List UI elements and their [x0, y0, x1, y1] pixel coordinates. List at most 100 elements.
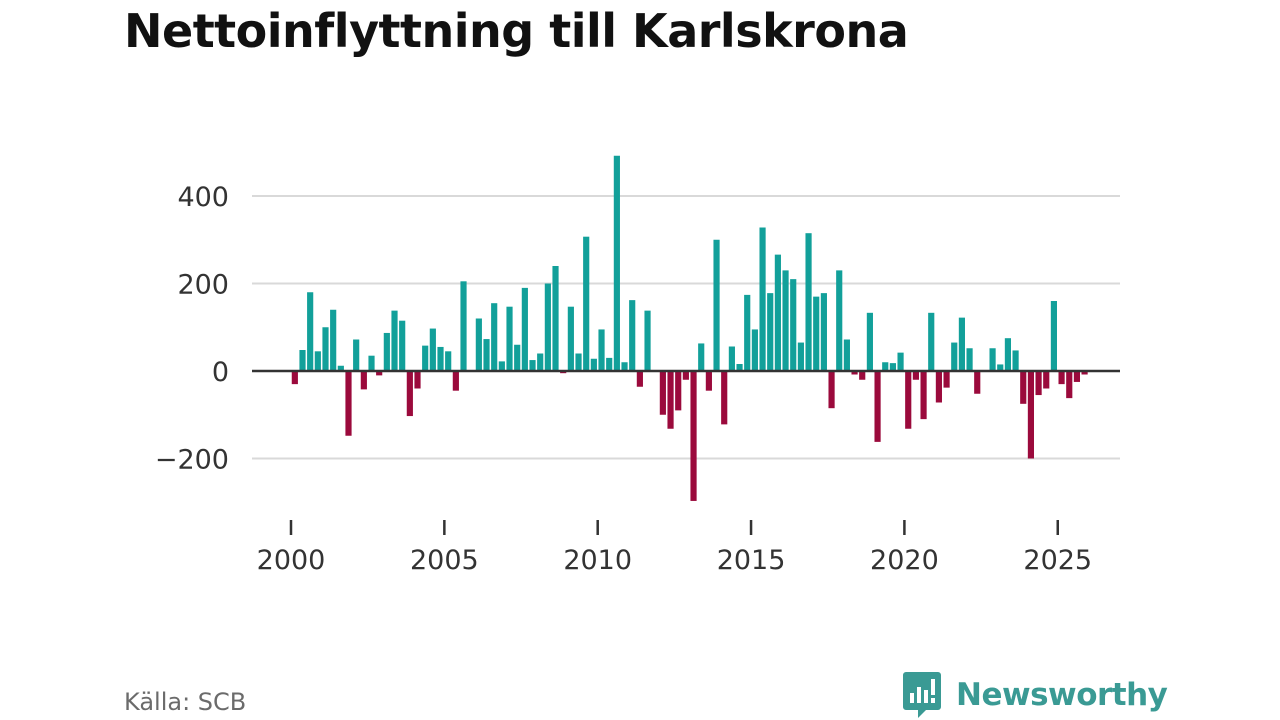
bar-positive: [307, 292, 314, 371]
bar-positive: [951, 342, 958, 371]
bar-positive: [629, 300, 636, 372]
bar-negative: [874, 371, 881, 442]
bar-positive: [928, 312, 935, 371]
bar-positive: [529, 360, 536, 371]
bar-negative: [1066, 371, 1073, 399]
bar-negative: [345, 371, 352, 436]
bar-positive: [613, 155, 620, 371]
bar-positive: [445, 351, 452, 371]
bar-negative: [935, 371, 942, 403]
bar-positive: [813, 296, 820, 372]
bar-positive: [1050, 301, 1057, 371]
bar-negative: [828, 371, 835, 409]
y-tick-label: 200: [177, 270, 229, 301]
bar-negative: [905, 371, 912, 429]
bar-positive: [598, 329, 605, 371]
bar-positive: [744, 294, 751, 372]
bar-positive: [698, 343, 705, 371]
bar-positive: [537, 353, 544, 371]
bar-negative: [1081, 371, 1088, 375]
bar-positive: [767, 293, 774, 372]
bar-positive: [314, 351, 321, 371]
bar-positive: [514, 344, 521, 371]
bar-positive: [606, 357, 613, 372]
bar-positive: [966, 348, 973, 371]
bar-positive: [498, 361, 505, 372]
bar-negative: [705, 371, 712, 391]
bar-negative: [406, 371, 413, 417]
bar-positive: [820, 293, 827, 372]
bar-negative: [1073, 371, 1081, 382]
bar-positive: [836, 270, 843, 372]
x-tick-label: 2015: [717, 545, 786, 576]
bar-positive: [889, 363, 896, 372]
bar-positive: [391, 310, 398, 372]
bar-positive: [728, 346, 735, 371]
bar-negative: [659, 371, 666, 415]
bar-negative: [636, 371, 643, 387]
bar-positive: [759, 227, 766, 371]
bar-negative: [859, 371, 866, 380]
bar-positive: [422, 345, 429, 372]
bar-positive: [790, 279, 797, 372]
x-tick-label: 2005: [410, 545, 479, 576]
bar-positive: [429, 328, 436, 371]
bar-positive: [621, 362, 628, 371]
bar-positive: [544, 283, 551, 371]
chart-title: Nettoinflyttning till Karlskrona: [124, 4, 909, 58]
bar-positive: [797, 342, 804, 371]
bar-positive: [805, 233, 812, 371]
bar-positive: [322, 327, 329, 371]
bar-positive: [989, 348, 996, 371]
y-axis-ticks: −200 0 200 400: [155, 182, 229, 476]
bar-positive: [437, 346, 444, 371]
bar-positive: [299, 350, 306, 371]
bar-chart: −200 0 200 400 2000 2005 2010 2015 2020 2025: [155, 155, 1120, 576]
source-note: Källa: SCB: [124, 688, 247, 716]
gridlines: [252, 195, 1120, 460]
bar-positive: [575, 353, 582, 371]
bar-positive: [1012, 350, 1019, 371]
bar-negative: [667, 371, 674, 429]
bar-negative: [1058, 371, 1065, 385]
bar-negative: [291, 371, 298, 385]
y-tick-label: −200: [155, 445, 229, 476]
x-tick-label: 2010: [563, 545, 632, 576]
brand: Newsworthy: [902, 671, 1168, 719]
bar-positive: [506, 306, 513, 371]
bar-negative: [721, 371, 728, 425]
bar-negative: [376, 371, 383, 376]
bar-positive: [713, 239, 720, 371]
bar-positive: [866, 312, 873, 371]
bar-positive: [567, 306, 574, 371]
bar-negative: [943, 371, 950, 388]
bar-positive: [399, 320, 406, 371]
bar-positive: [353, 339, 360, 371]
bar-positive: [583, 236, 590, 371]
bar-positive: [843, 339, 850, 371]
bar-positive: [882, 362, 889, 371]
bar-positive: [337, 365, 344, 371]
bar-positive: [491, 303, 498, 371]
bar-negative: [690, 371, 697, 501]
bar-negative: [414, 371, 421, 389]
bar-positive: [751, 329, 758, 371]
bars: [291, 155, 1088, 501]
bar-negative: [452, 371, 459, 391]
bar-positive: [897, 352, 904, 372]
bar-positive: [1004, 338, 1011, 371]
bar-positive: [383, 332, 390, 371]
bar-positive: [475, 318, 482, 371]
bar-negative: [682, 371, 689, 380]
bar-positive: [330, 309, 337, 371]
x-tick-label: 2000: [257, 545, 326, 576]
bar-positive: [590, 358, 597, 371]
bar-positive: [521, 287, 528, 372]
bar-positive: [552, 266, 559, 371]
x-axis-ticks: 2000 2005 2010 2015 2020 2025: [257, 520, 1092, 576]
bar-positive: [483, 339, 490, 371]
bar-positive: [774, 254, 781, 372]
bar-negative: [974, 371, 981, 394]
bar-negative: [675, 371, 682, 411]
bar-negative: [1020, 371, 1027, 404]
